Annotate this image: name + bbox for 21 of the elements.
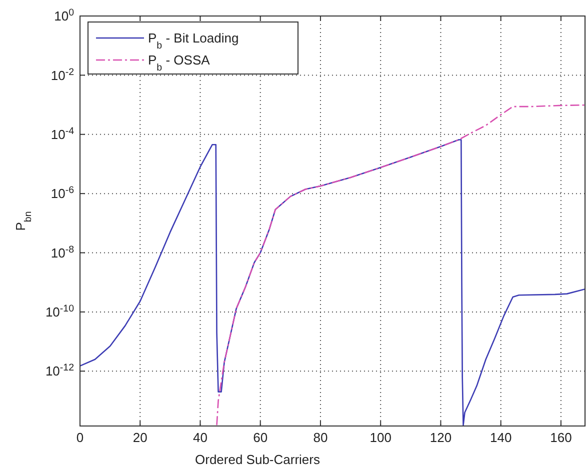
x-tick-label: 40 (193, 430, 208, 445)
y-tick-label: 10$^{-6}$ (50, 184, 74, 202)
y-tick-label: 10$^{-4}$ (50, 125, 75, 142)
y-tick-label: 10$^{-10}$ (45, 302, 75, 320)
y-tick-label: 10$^{-2}$ (50, 66, 74, 83)
y-tick-label: 10$^{-12}$ (45, 362, 74, 379)
x-tick-label: 20 (132, 430, 148, 445)
x-tick-label: 100 (370, 430, 392, 445)
x-tick-label: 160 (550, 430, 572, 445)
x-tick-label: 140 (490, 430, 512, 445)
x-axis-title: Ordered Sub-Carriers (195, 452, 320, 467)
x-tick-label: 120 (430, 430, 452, 445)
legend-label: P$_{b}$ - Bit Loading (148, 30, 239, 52)
line-series (80, 139, 585, 426)
x-tick-label: 80 (313, 430, 328, 445)
y-tick-label: 10$^{0}$ (54, 7, 75, 24)
line-series (216, 104, 585, 426)
legend-label: P$_{b}$ - OSSA (148, 52, 210, 74)
y-tick-label: 10$^{-8}$ (50, 244, 74, 260)
x-tick-label: 0 (76, 430, 84, 445)
x-tick-label: 60 (253, 430, 268, 445)
